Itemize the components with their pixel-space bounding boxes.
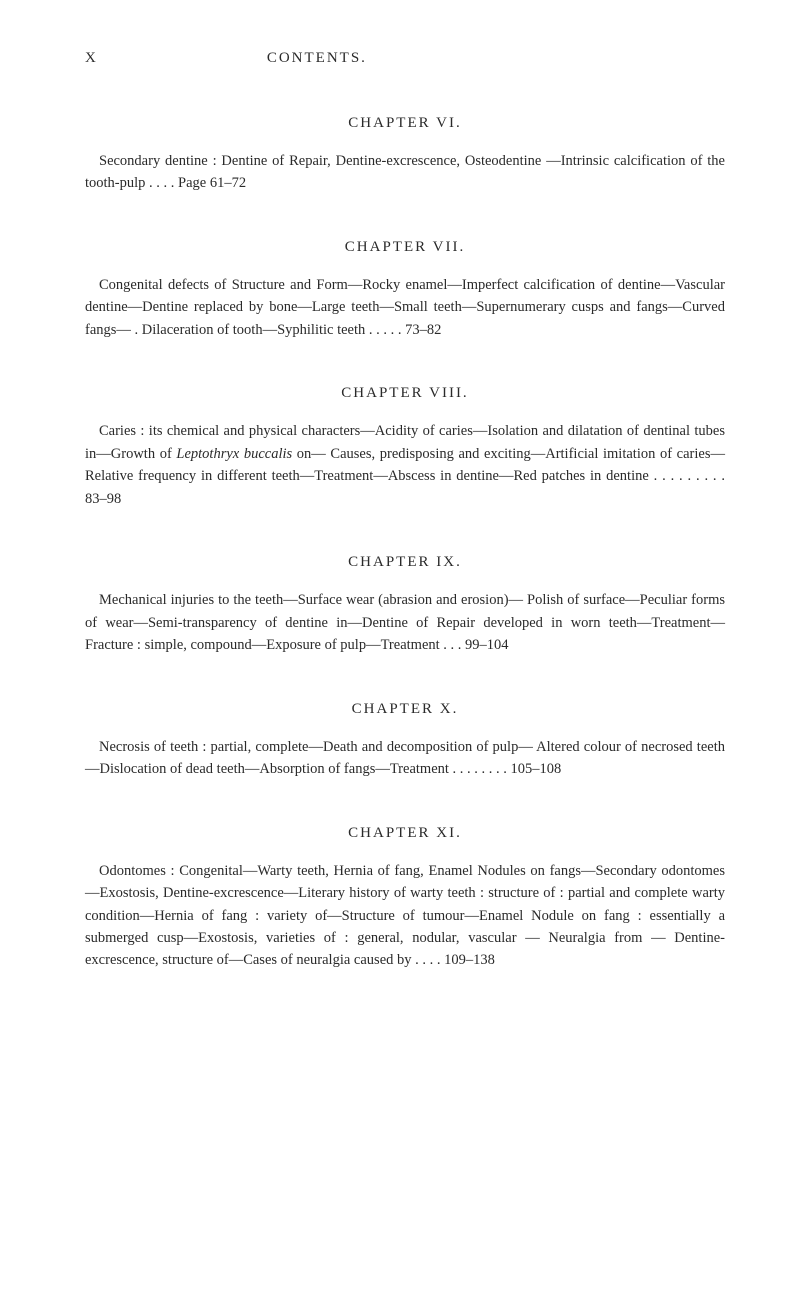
leader-dots: . . . . . bbox=[369, 322, 402, 338]
leader-dots: . . . . . . . . . bbox=[654, 468, 725, 484]
chapter-title: CHAPTER XI. bbox=[85, 825, 725, 842]
chapter-body: Necrosis of teeth : partial, complete—De… bbox=[85, 736, 725, 781]
chapter-text: Mechanical injuries to the teeth—Surface… bbox=[85, 592, 725, 653]
leader-dots: . . . bbox=[443, 637, 461, 653]
chapter-10: CHAPTER X. Necrosis of teeth : partial, … bbox=[85, 701, 725, 781]
chapter-7: CHAPTER VII. Congenital defects of Struc… bbox=[85, 239, 725, 341]
chapter-title: CHAPTER VI. bbox=[85, 115, 725, 132]
chapter-title: CHAPTER VIII. bbox=[85, 385, 725, 402]
leader-dots: . . . . bbox=[415, 952, 440, 968]
chapter-9: CHAPTER IX. Mechanical injuries to the t… bbox=[85, 554, 725, 656]
chapter-text: Necrosis of teeth : partial, complete—De… bbox=[85, 739, 725, 777]
chapter-title: CHAPTER IX. bbox=[85, 554, 725, 571]
page-range: 73–82 bbox=[405, 322, 441, 338]
page-range: 99–104 bbox=[465, 637, 509, 653]
page-number: X bbox=[85, 50, 97, 67]
page-header: X CONTENTS. bbox=[85, 50, 725, 67]
chapter-body: Mechanical injuries to the teeth—Surface… bbox=[85, 589, 725, 656]
page-range: 83–98 bbox=[85, 491, 121, 507]
chapter-8: CHAPTER VIII. Caries : its chemical and … bbox=[85, 385, 725, 510]
chapter-6: CHAPTER VI. Secondary dentine : Dentine … bbox=[85, 115, 725, 195]
leader-dots: . . . . . . . . bbox=[453, 761, 507, 777]
page-range: 109–138 bbox=[444, 952, 495, 968]
header-title: CONTENTS. bbox=[267, 50, 367, 67]
chapter-11: CHAPTER XI. Odontomes : Congenital—Warty… bbox=[85, 825, 725, 972]
leader-dots: . . . bbox=[156, 175, 174, 191]
chapter-title: CHAPTER X. bbox=[85, 701, 725, 718]
chapter-title: CHAPTER VII. bbox=[85, 239, 725, 256]
page-range: 105–108 bbox=[511, 761, 562, 777]
chapter-body: Secondary dentine : Dentine of Repair, D… bbox=[85, 150, 725, 195]
chapter-text: Odontomes : Congenital—Warty teeth, Hern… bbox=[85, 863, 725, 969]
chapter-body: Congenital defects of Structure and Form… bbox=[85, 274, 725, 341]
italic-term: Leptothryx buccalis bbox=[176, 446, 292, 462]
chapter-body: Caries : its chemical and physical chara… bbox=[85, 420, 725, 510]
chapter-body: Odontomes : Congenital—Warty teeth, Hern… bbox=[85, 860, 725, 972]
page-range: Page 61–72 bbox=[178, 175, 246, 191]
